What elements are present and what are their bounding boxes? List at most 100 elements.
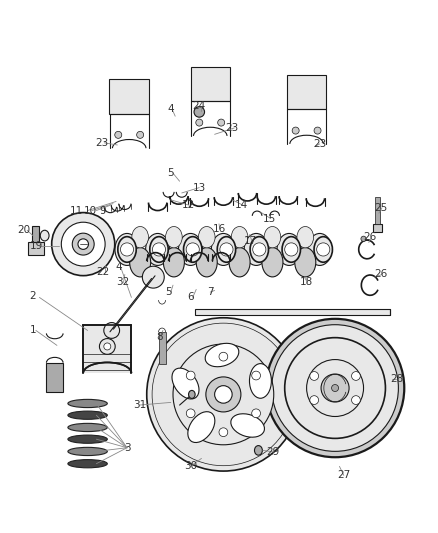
Circle shape <box>272 325 399 451</box>
Circle shape <box>352 395 360 405</box>
Circle shape <box>147 318 300 471</box>
Bar <box>32 226 39 242</box>
Text: 1: 1 <box>29 326 36 335</box>
Bar <box>375 197 380 224</box>
Ellipse shape <box>229 247 250 277</box>
Circle shape <box>61 222 105 266</box>
Text: 23: 23 <box>226 123 239 133</box>
Circle shape <box>186 243 199 256</box>
Circle shape <box>173 344 274 445</box>
Circle shape <box>186 409 195 418</box>
Text: 13: 13 <box>193 183 206 192</box>
Circle shape <box>137 131 144 139</box>
Text: 23: 23 <box>95 138 108 148</box>
Circle shape <box>104 343 111 350</box>
Circle shape <box>252 371 261 380</box>
Ellipse shape <box>264 227 281 248</box>
Text: 27: 27 <box>337 471 350 480</box>
Circle shape <box>72 233 94 255</box>
Text: 12: 12 <box>182 200 195 210</box>
Text: 30: 30 <box>184 462 197 471</box>
Ellipse shape <box>244 233 268 265</box>
Circle shape <box>253 243 266 256</box>
Circle shape <box>152 243 166 256</box>
Text: 31: 31 <box>133 400 146 410</box>
Ellipse shape <box>68 399 107 408</box>
Ellipse shape <box>196 247 217 277</box>
Text: 15: 15 <box>263 214 276 223</box>
Ellipse shape <box>68 459 107 468</box>
Circle shape <box>310 395 318 405</box>
Text: 3: 3 <box>124 443 131 453</box>
Ellipse shape <box>130 247 151 277</box>
Ellipse shape <box>145 233 170 265</box>
Ellipse shape <box>231 414 265 437</box>
Circle shape <box>218 119 225 126</box>
Text: 18: 18 <box>300 278 313 287</box>
Ellipse shape <box>118 237 136 262</box>
Ellipse shape <box>205 343 239 367</box>
Ellipse shape <box>211 233 236 265</box>
Ellipse shape <box>314 237 332 262</box>
Ellipse shape <box>262 247 283 277</box>
Circle shape <box>352 372 360 381</box>
Circle shape <box>285 337 385 439</box>
Ellipse shape <box>115 233 139 265</box>
Bar <box>83 325 131 373</box>
Ellipse shape <box>172 368 199 399</box>
Text: 4: 4 <box>115 262 122 271</box>
Bar <box>287 75 326 109</box>
Circle shape <box>115 131 122 139</box>
Circle shape <box>194 107 205 117</box>
Text: 9: 9 <box>99 206 106 215</box>
Circle shape <box>292 127 299 134</box>
Circle shape <box>186 371 195 380</box>
Text: 25: 25 <box>374 203 388 213</box>
Ellipse shape <box>217 237 236 262</box>
Ellipse shape <box>250 237 268 262</box>
Text: 26: 26 <box>364 232 377 242</box>
Circle shape <box>310 372 318 381</box>
Text: 24: 24 <box>193 101 206 110</box>
Text: 5: 5 <box>167 168 174 178</box>
Text: 20: 20 <box>18 225 31 235</box>
Circle shape <box>52 213 115 276</box>
Ellipse shape <box>68 423 107 432</box>
Ellipse shape <box>163 247 184 277</box>
Circle shape <box>332 384 339 392</box>
Circle shape <box>196 119 203 126</box>
Circle shape <box>307 360 364 416</box>
Ellipse shape <box>295 247 316 277</box>
Circle shape <box>78 239 88 249</box>
Bar <box>110 79 149 114</box>
Ellipse shape <box>150 237 168 262</box>
Bar <box>195 309 390 315</box>
Text: 7: 7 <box>207 287 214 297</box>
Text: 11: 11 <box>70 206 83 215</box>
Circle shape <box>361 236 366 241</box>
Bar <box>28 242 44 255</box>
Ellipse shape <box>132 227 148 248</box>
Bar <box>373 224 382 232</box>
Ellipse shape <box>179 233 202 265</box>
Circle shape <box>317 243 330 256</box>
Text: 28: 28 <box>390 375 403 384</box>
Text: 22: 22 <box>96 267 110 277</box>
Ellipse shape <box>68 435 107 443</box>
Circle shape <box>252 409 261 418</box>
Circle shape <box>142 266 164 288</box>
Circle shape <box>220 243 233 256</box>
Ellipse shape <box>198 227 215 248</box>
Ellipse shape <box>68 447 107 456</box>
Ellipse shape <box>282 237 300 262</box>
Circle shape <box>104 322 120 338</box>
Ellipse shape <box>250 364 272 398</box>
Text: 6: 6 <box>187 293 194 302</box>
Text: 16: 16 <box>212 224 226 234</box>
Circle shape <box>219 428 228 437</box>
Text: 8: 8 <box>156 332 163 342</box>
Circle shape <box>314 127 321 134</box>
Text: 19: 19 <box>30 241 43 251</box>
Circle shape <box>120 243 134 256</box>
Text: 5: 5 <box>165 287 172 297</box>
